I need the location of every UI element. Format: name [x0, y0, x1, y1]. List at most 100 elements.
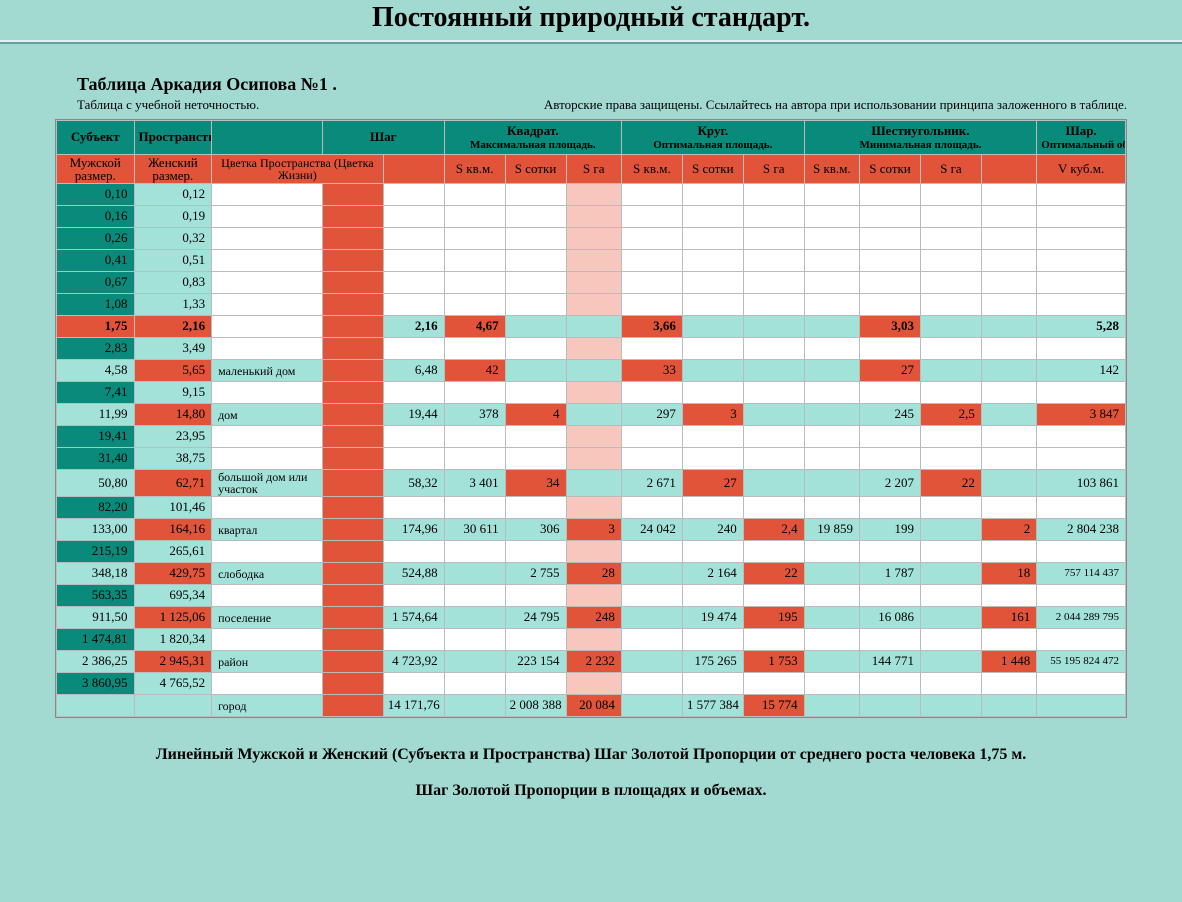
subtitles: Таблица Аркадия Осипова №1 . Таблица с у… — [55, 74, 1127, 113]
cell — [444, 272, 505, 294]
cell: квартал — [212, 519, 323, 541]
cell — [444, 448, 505, 470]
cell — [804, 673, 859, 695]
cell: 1 753 — [743, 651, 804, 673]
cell — [322, 360, 383, 382]
cell — [804, 497, 859, 519]
cell — [981, 338, 1036, 360]
cell — [566, 382, 621, 404]
table-wrapper: Субъект Пространство Шаг Квадрат. Максим… — [55, 119, 1127, 718]
cell — [804, 629, 859, 651]
cell — [212, 338, 323, 360]
cell — [322, 519, 383, 541]
cell: 195 — [743, 607, 804, 629]
cell — [566, 448, 621, 470]
cell — [981, 382, 1036, 404]
cell: 19 474 — [682, 607, 743, 629]
cell: 6,48 — [383, 360, 444, 382]
hdr-sphere-t: Шар. — [1041, 124, 1121, 139]
cell: 9,15 — [134, 382, 212, 404]
cell: 0,83 — [134, 272, 212, 294]
cell — [322, 470, 383, 497]
cell — [566, 497, 621, 519]
cell: 3 847 — [1037, 404, 1126, 426]
hdr2-sot1: S сотки — [505, 155, 566, 184]
cell: 42 — [444, 360, 505, 382]
cell — [1037, 673, 1126, 695]
cell: 3,49 — [134, 338, 212, 360]
hdr2-sot3: S сотки — [860, 155, 921, 184]
cell — [322, 250, 383, 272]
cell — [981, 470, 1036, 497]
cell — [682, 360, 743, 382]
cell: 3 — [566, 519, 621, 541]
cell — [920, 497, 981, 519]
cell — [505, 272, 566, 294]
cell: 0,32 — [134, 228, 212, 250]
cell — [981, 404, 1036, 426]
cell — [860, 294, 921, 316]
cell: 3 860,95 — [57, 673, 135, 695]
cell — [804, 426, 859, 448]
cell — [1037, 206, 1126, 228]
cell — [920, 607, 981, 629]
cell: 103 861 — [1037, 470, 1126, 497]
cell — [682, 294, 743, 316]
cell: 1,33 — [134, 294, 212, 316]
cell — [444, 585, 505, 607]
cell: большой дом или участок — [212, 470, 323, 497]
cell — [621, 497, 682, 519]
table-row: 50,8062,71большой дом или участок58,323 … — [57, 470, 1126, 497]
cell — [743, 448, 804, 470]
cell: 2,5 — [920, 404, 981, 426]
cell: 164,16 — [134, 519, 212, 541]
cell — [383, 585, 444, 607]
table-row: 1,081,33 — [57, 294, 1126, 316]
cell — [804, 184, 859, 206]
cell — [682, 316, 743, 338]
cell — [682, 585, 743, 607]
cell — [322, 629, 383, 651]
cell: 175 265 — [682, 651, 743, 673]
hdr-sphere: Шар. Оптимальный объем. — [1037, 121, 1126, 155]
cell: 55 195 824 472 — [1037, 651, 1126, 673]
cell — [566, 404, 621, 426]
cell — [804, 250, 859, 272]
cell: 2 386,25 — [57, 651, 135, 673]
cell — [505, 294, 566, 316]
table-row: 2 386,252 945,31район4 723,92223 1542 23… — [57, 651, 1126, 673]
cell — [621, 272, 682, 294]
cell — [1037, 294, 1126, 316]
cell — [212, 272, 323, 294]
cell — [566, 470, 621, 497]
golden-table: Субъект Пространство Шаг Квадрат. Максим… — [56, 120, 1126, 717]
cell — [743, 360, 804, 382]
cell — [920, 585, 981, 607]
cell — [444, 426, 505, 448]
cell — [566, 426, 621, 448]
cell: 215,19 — [57, 541, 135, 563]
table-row: 911,501 125,06поселение1 574,6424 795248… — [57, 607, 1126, 629]
cell — [566, 673, 621, 695]
cell: 1 125,06 — [134, 607, 212, 629]
cell — [505, 250, 566, 272]
cell — [383, 338, 444, 360]
cell — [804, 448, 859, 470]
cell — [212, 206, 323, 228]
cell — [212, 294, 323, 316]
cell: 4,58 — [57, 360, 135, 382]
hdr2-sqm2: S кв.м. — [621, 155, 682, 184]
cell: 82,20 — [57, 497, 135, 519]
cell — [322, 585, 383, 607]
cell: 1,75 — [57, 316, 135, 338]
cell — [804, 470, 859, 497]
hdr-circle-s: Оптимальная площадь. — [626, 139, 800, 152]
footer-line-2: Шаг Золотой Пропорции в площадях и объем… — [55, 782, 1127, 800]
cell — [920, 316, 981, 338]
cell — [383, 629, 444, 651]
cell — [682, 541, 743, 563]
cell — [860, 497, 921, 519]
cell — [920, 382, 981, 404]
cell — [621, 294, 682, 316]
cell — [920, 695, 981, 717]
